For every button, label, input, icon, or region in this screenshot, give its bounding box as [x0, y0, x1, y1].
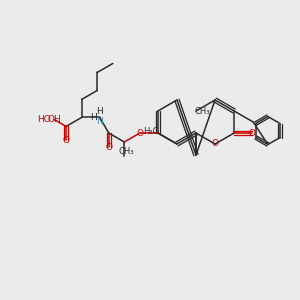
Text: CH₃: CH₃ — [118, 146, 134, 155]
Text: H₃C: H₃C — [143, 127, 159, 136]
Text: OH: OH — [47, 115, 61, 124]
Text: O: O — [105, 142, 112, 152]
Text: O: O — [249, 128, 256, 137]
Text: O: O — [63, 136, 70, 145]
Text: H: H — [90, 113, 97, 122]
Text: N: N — [96, 117, 103, 126]
Text: H: H — [96, 107, 103, 116]
Text: O: O — [136, 128, 143, 137]
Text: HO: HO — [37, 115, 51, 124]
Text: O: O — [212, 140, 219, 148]
Text: CH₃: CH₃ — [194, 106, 210, 116]
